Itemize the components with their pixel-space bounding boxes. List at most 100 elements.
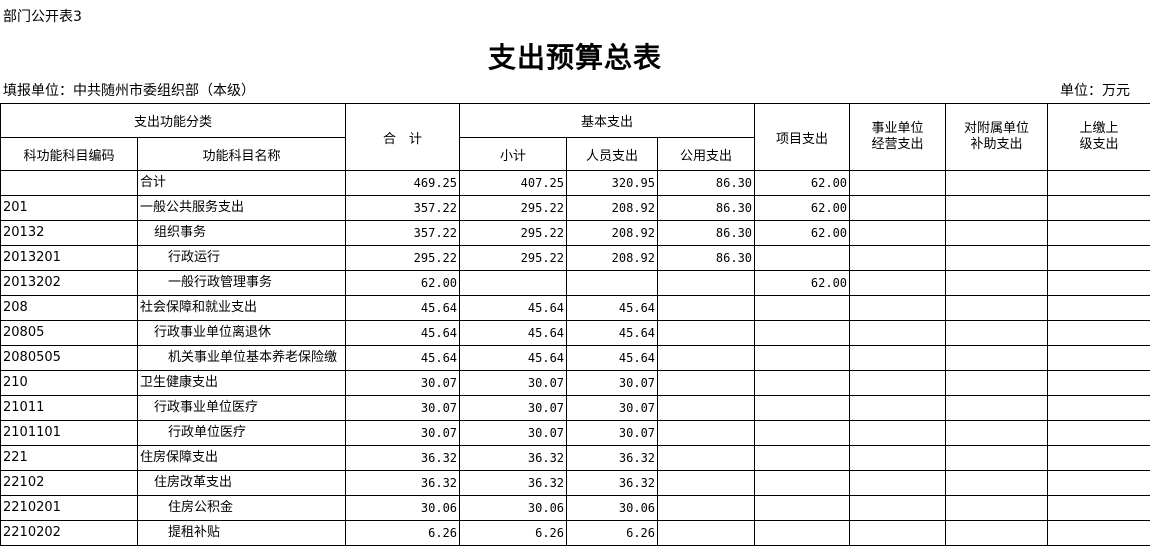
number-cell <box>755 471 850 496</box>
number-cell <box>850 321 946 346</box>
cell-text <box>946 196 1047 220</box>
cell-text: 6.26 <box>460 521 566 545</box>
cell-text: 45.64 <box>460 321 566 345</box>
header-cell: 合 计 <box>346 104 460 171</box>
cell-text: 一般行政管理事务 <box>138 271 345 295</box>
cell-text: 合计 <box>138 171 345 195</box>
cell-text: 295.22 <box>460 221 566 245</box>
cell-text <box>946 246 1047 270</box>
budget-table: 支出功能分类 合 计 基本支出 项目支出 事业单位经营支出 对附属单位补助支出 … <box>0 103 1150 546</box>
number-cell: 36.32 <box>346 471 460 496</box>
cell-text <box>755 321 849 345</box>
text-cell: 一般行政管理事务 <box>138 271 346 296</box>
text-cell: 22102 <box>1 471 138 496</box>
cell-text <box>1048 271 1150 295</box>
cell-text <box>567 271 657 295</box>
number-cell: 357.22 <box>346 221 460 246</box>
number-cell: 45.64 <box>567 296 658 321</box>
cell-text <box>850 246 945 270</box>
number-cell: 86.30 <box>658 246 755 271</box>
cell-text: 36.32 <box>460 446 566 470</box>
cell-text <box>755 396 849 420</box>
number-cell <box>755 421 850 446</box>
cell-text: 86.30 <box>658 221 754 245</box>
number-cell: 45.64 <box>346 321 460 346</box>
number-cell <box>658 446 755 471</box>
number-cell <box>658 421 755 446</box>
cell-text <box>1048 196 1150 220</box>
number-cell: 36.32 <box>567 446 658 471</box>
cell-text: 45.64 <box>567 321 657 345</box>
number-cell <box>755 246 850 271</box>
cell-text <box>850 521 945 545</box>
text-cell: 行政单位医疗 <box>138 421 346 446</box>
cell-text: 45.64 <box>346 296 459 320</box>
number-cell: 295.22 <box>460 246 567 271</box>
number-cell <box>658 396 755 421</box>
number-cell <box>658 296 755 321</box>
number-cell <box>755 321 850 346</box>
number-cell: 469.25 <box>346 171 460 196</box>
cell-text <box>1048 521 1150 545</box>
number-cell <box>1048 296 1150 321</box>
number-cell: 36.32 <box>567 471 658 496</box>
number-cell: 30.06 <box>567 496 658 521</box>
text-cell: 20132 <box>1 221 138 246</box>
cell-text <box>1 171 137 195</box>
number-cell <box>850 246 946 271</box>
number-cell: 45.64 <box>460 296 567 321</box>
number-cell: 45.64 <box>567 321 658 346</box>
number-cell <box>850 371 946 396</box>
cell-text <box>658 496 754 520</box>
cell-text <box>850 421 945 445</box>
text-cell: 20805 <box>1 321 138 346</box>
cell-text <box>755 446 849 470</box>
cell-text: 一般公共服务支出 <box>138 196 345 220</box>
number-cell: 45.64 <box>346 346 460 371</box>
cell-text: 295.22 <box>460 196 566 220</box>
cell-text <box>658 396 754 420</box>
cell-text: 86.30 <box>658 246 754 270</box>
cell-text: 45.64 <box>460 296 566 320</box>
cell-text <box>1048 421 1150 445</box>
cell-text <box>1048 321 1150 345</box>
cell-text: 21011 <box>1 396 137 420</box>
number-cell <box>946 171 1048 196</box>
number-cell <box>658 521 755 546</box>
cell-text: 22102 <box>1 471 137 495</box>
number-cell <box>1048 321 1150 346</box>
text-cell: 组织事务 <box>138 221 346 246</box>
number-cell <box>1048 246 1150 271</box>
number-cell <box>1048 396 1150 421</box>
cell-text: 2101101 <box>1 421 137 445</box>
number-cell: 320.95 <box>567 171 658 196</box>
cell-text <box>946 271 1047 295</box>
cell-text: 2013201 <box>1 246 137 270</box>
number-cell: 295.22 <box>460 196 567 221</box>
number-cell <box>850 221 946 246</box>
number-cell: 208.92 <box>567 221 658 246</box>
number-cell <box>755 446 850 471</box>
number-cell <box>946 446 1048 471</box>
number-cell <box>946 196 1048 221</box>
number-cell: 6.26 <box>460 521 567 546</box>
cell-text: 行政事业单位医疗 <box>138 396 345 420</box>
unit: 单位：万元 <box>1060 80 1130 100</box>
cell-text: 住房保障支出 <box>138 446 345 470</box>
cell-text <box>946 221 1047 245</box>
cell-text <box>755 471 849 495</box>
cell-text <box>946 296 1047 320</box>
number-cell: 62.00 <box>755 271 850 296</box>
cell-text: 6.26 <box>346 521 459 545</box>
number-cell <box>850 346 946 371</box>
text-cell: 208 <box>1 296 138 321</box>
number-cell <box>1048 371 1150 396</box>
cell-text: 卫生健康支出 <box>138 371 345 395</box>
cell-text: 社会保障和就业支出 <box>138 296 345 320</box>
number-cell <box>946 346 1048 371</box>
